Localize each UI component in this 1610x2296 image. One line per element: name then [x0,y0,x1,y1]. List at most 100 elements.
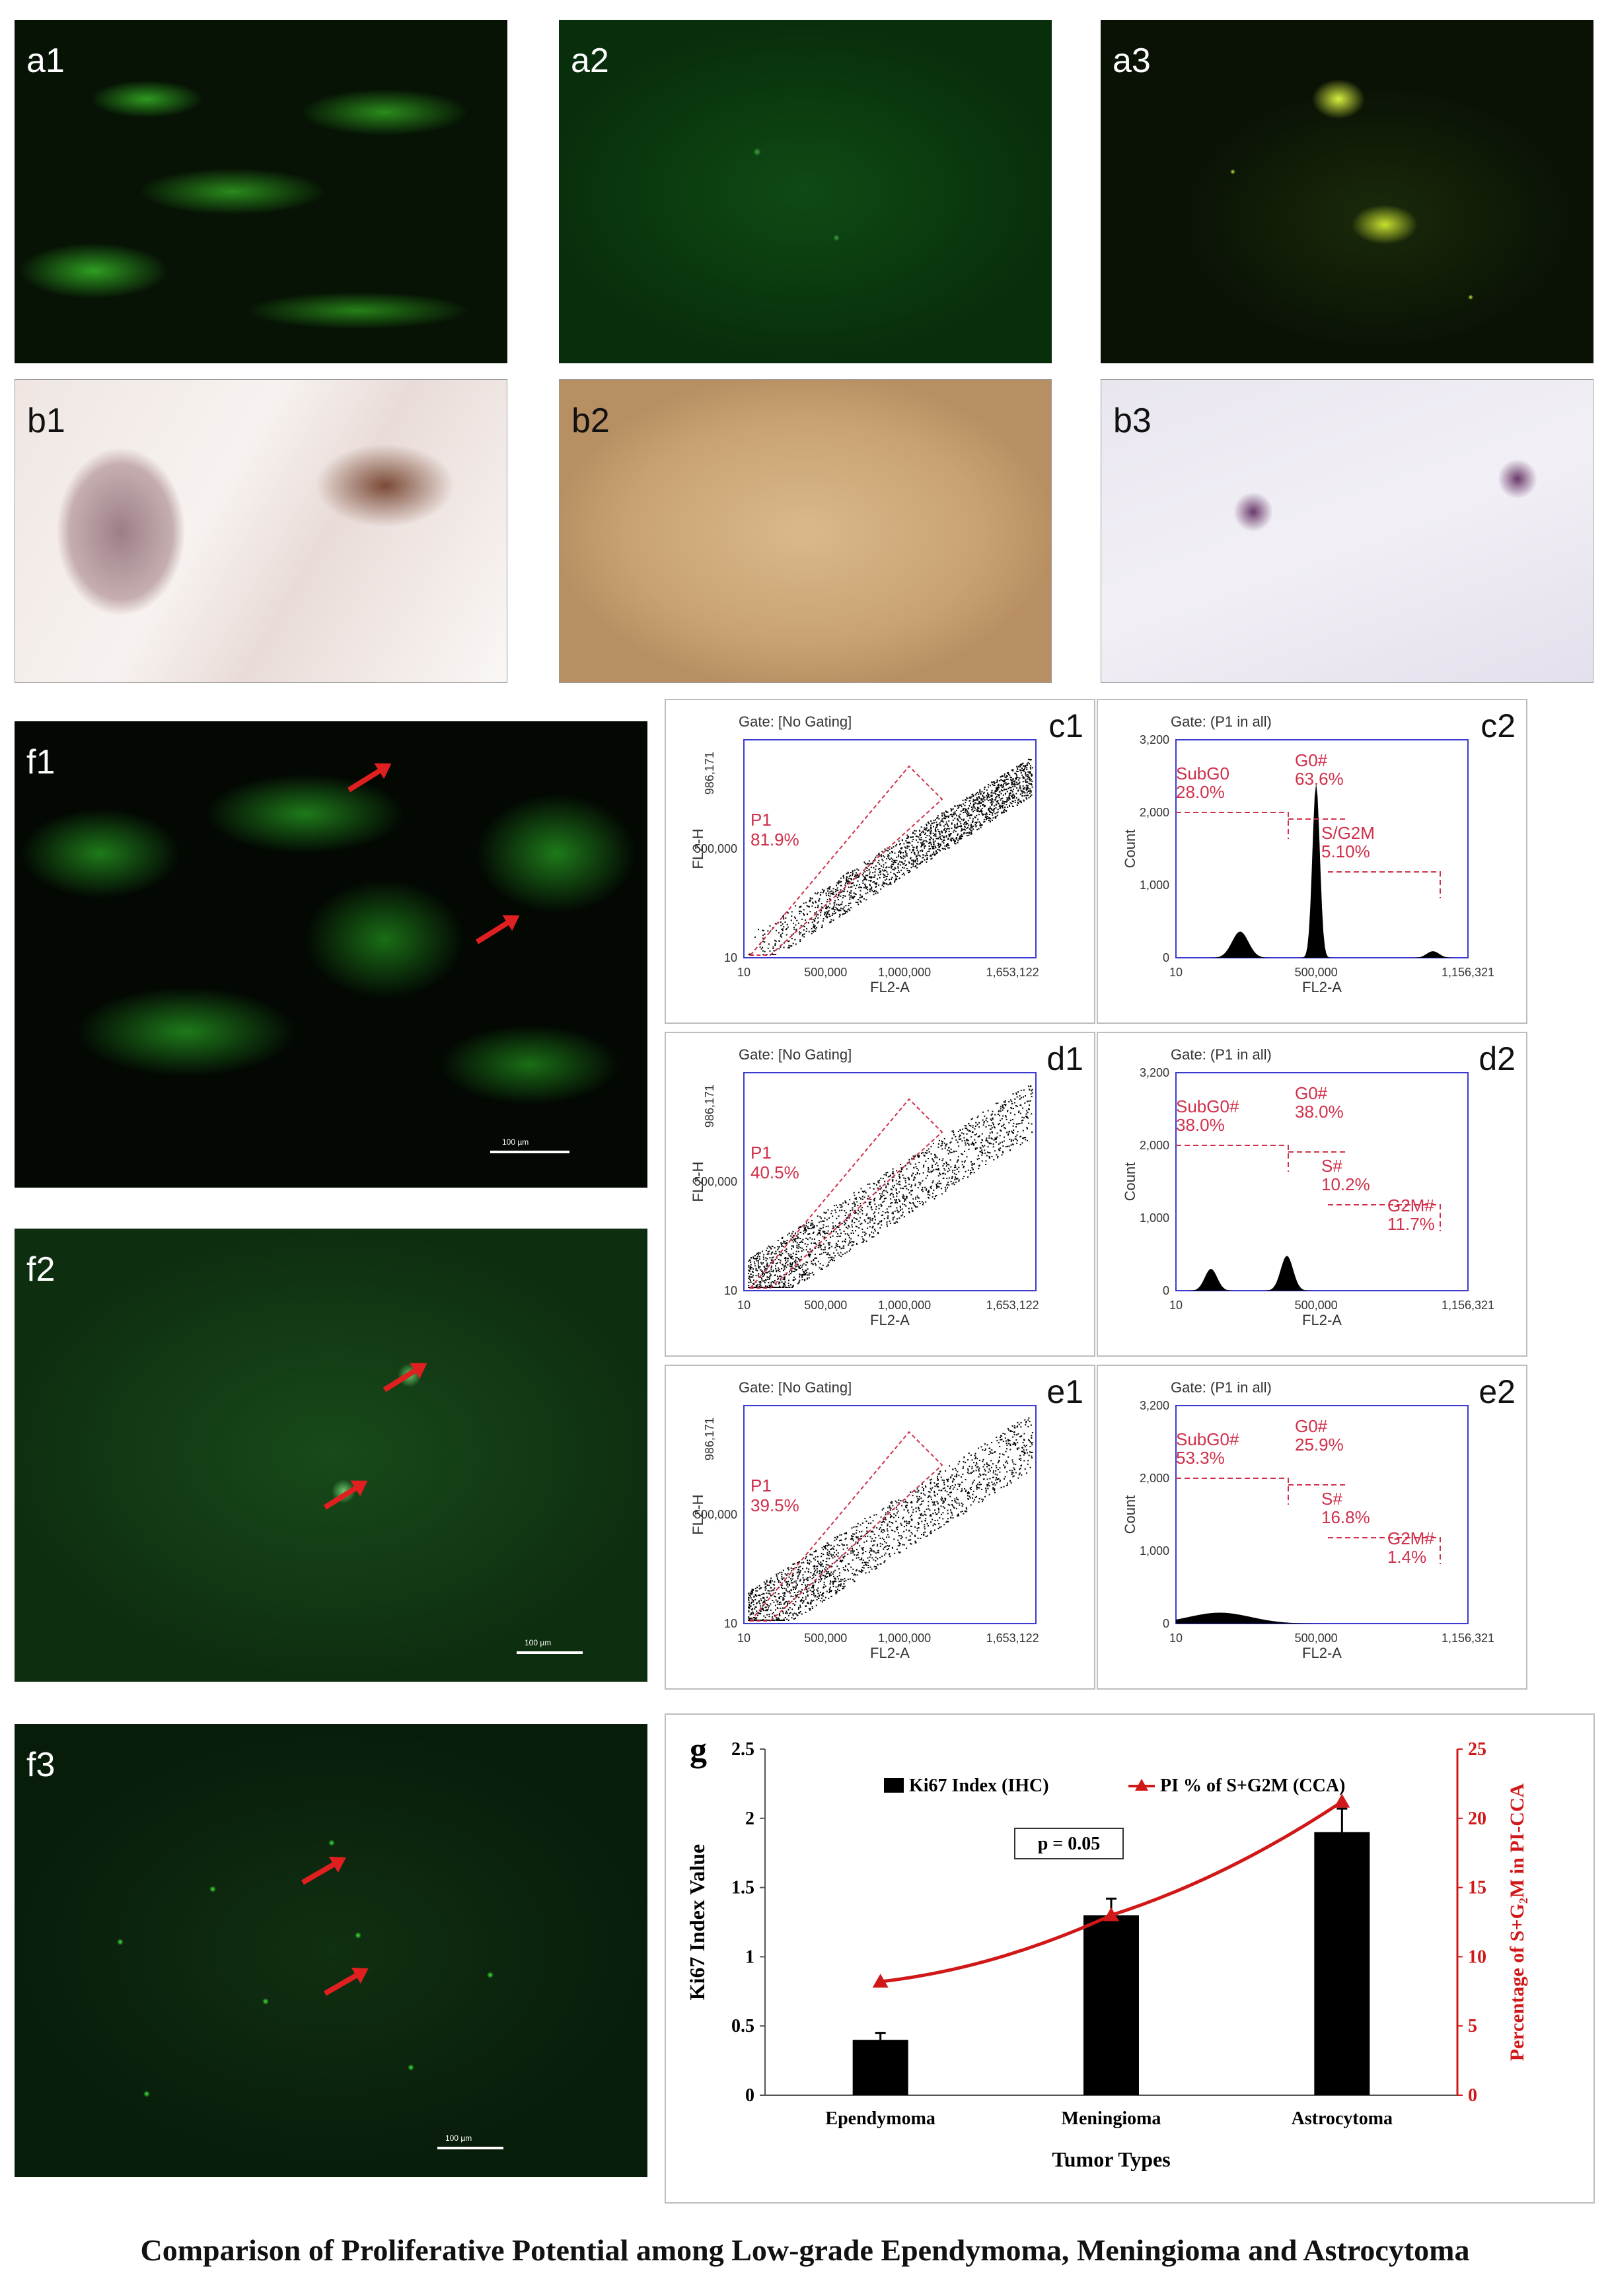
red-arrow-icon [324,1971,361,1996]
panel-label-a2: a2 [571,42,609,80]
x-axis-label: FL2-A [870,1312,910,1328]
error-bar [875,2032,886,2040]
x-tick-label: 1,000,000 [878,1632,931,1645]
gate-polygon [749,1098,943,1289]
x-tick-label: 1,653,122 [986,1299,1039,1312]
gate-percent: 81.9% [750,830,799,849]
red-arrow-icon [347,766,384,793]
histogram-area [1176,783,1468,958]
panel-label-f2: f2 [26,1250,55,1289]
x-tick-label: 1,156,321 [1442,1632,1494,1645]
panel-a1: a1 [15,20,507,363]
legend-line-label: PI % of S+G2M (CCA) [1160,1776,1345,1796]
y-tick-label-left: 0.5 [731,2016,754,2036]
y-tick-label: 3,200 [1140,1399,1169,1412]
panel-label-c2: c2 [1481,707,1516,744]
panel-f1: f1 100 µm [15,721,647,1188]
y-tick-label-left: 1.5 [731,1878,754,1898]
y-tick-label: 10 [724,1617,737,1630]
y-axis-label: Count [1122,1495,1138,1534]
legend-bar-label: Ki67 Index (IHC) [909,1776,1049,1796]
red-arrow-icon [475,918,513,945]
panel-label-a1: a1 [26,42,65,80]
gate-label: Gate: [No Gating] [739,1379,852,1396]
panel-f2: f2 100 µm [15,1229,647,1682]
x-tick-label: 1,653,122 [986,1632,1039,1645]
y-tick-label: 1,000 [1140,1211,1169,1225]
y-tick-label: 2,000 [1140,1139,1169,1152]
gate-percent: 5.10% [1321,842,1370,861]
error-bar [1336,1807,1348,1832]
y-tick-label: 500,000 [694,1508,737,1521]
scale-bar [437,2147,503,2149]
gate-percent: 38.0% [1176,1115,1225,1135]
x-tick-label: 500,000 [1295,1632,1338,1645]
x-axis-label: FL2-A [870,979,910,995]
gate-name: SubG0# [1176,1429,1239,1449]
y-tick-label-left: 2.5 [731,1739,754,1760]
panel-label-b1: b1 [27,402,65,440]
y-tick-label: 2,000 [1140,1472,1169,1485]
gate-name: P1 [750,1476,772,1495]
gate-percent: 10.2% [1321,1174,1370,1194]
gate-label: Gate: (P1 in all) [1171,713,1272,730]
gate-markers [1176,1145,1441,1231]
y-tick-label-right: 20 [1468,1809,1486,1829]
panel-b2: b2 [559,379,1052,683]
x-tick-label: 10 [737,1299,750,1312]
x-axis-label: FL2-A [1302,1645,1342,1661]
gate-name: P1 [750,1143,772,1163]
x-tick-label: 500,000 [804,966,847,979]
y-tick-label-right: 25 [1468,1739,1486,1760]
bar-astrocytoma [1314,1832,1370,2095]
panel-f3: f3 100 µm [15,1724,647,2177]
histogram: Gate: (P1 in all)3,200 2,000 1,000 010 500,0… [1122,713,1494,995]
panel-a3: a3 [1101,20,1593,363]
scale-bar-label: 100 µm [525,1638,552,1647]
red-arrow-icon [323,1484,361,1510]
x-tick-label: Astrocytoma [1292,2108,1393,2129]
y-tick-label-left: 0 [745,2085,754,2106]
panel-g: g 0 0.5 1 1.5 2 2.5 0 5 10 15 20 25 Ki67 Index Value P… [665,1713,1595,2204]
gate-name: P1 [750,810,772,830]
panel-b1: b1 [15,379,507,683]
x-tick-label: Meningioma [1062,2108,1161,2129]
y-tick-label: 500,000 [694,1175,737,1188]
x-tick-label: 500,000 [804,1299,847,1312]
y-tick-label: 3,200 [1140,1066,1169,1079]
panel-label-e2: e2 [1479,1373,1516,1410]
gate-percent: 38.0% [1295,1102,1344,1122]
panel-label-f3: f3 [26,1746,55,1784]
plot-frame [743,1072,1037,1291]
panel-b3: b3 [1101,379,1593,683]
gate-markers [1176,1478,1441,1564]
gate-name: S# [1321,1489,1342,1509]
gate-name: SubG0 [1176,764,1229,783]
scale-bar-label: 100 µm [502,1137,529,1147]
gate-name: S/G2M [1321,823,1375,843]
gate-name: G0# [1295,1416,1328,1436]
y-tick-label: 10 [724,1284,737,1297]
bar-ependymoma [852,2040,908,2095]
plot-frame [743,739,1037,958]
panel-d1: d1 Gate: [No Gating] 986,171 500,000 10 10 500… [665,1032,1095,1357]
event-dots [748,1417,1033,1621]
x-tick-label: 10 [1169,966,1183,979]
gate-percent: 1.4% [1387,1547,1426,1567]
gate-percent: 16.8% [1321,1507,1370,1527]
y-axis-label: Count [1122,1163,1138,1202]
bar-meningioma [1083,1915,1139,2095]
gate-percent: 53.3% [1176,1448,1225,1468]
y-tick-label: 3,200 [1140,733,1169,746]
gate-markers [1176,812,1441,898]
histogram-area [1176,1256,1468,1291]
histogram: Gate: (P1 in all)3,200 2,000 1,000 010 500,0… [1122,1379,1494,1661]
gate-polygon [749,765,943,956]
scale-bar-label: 100 µm [445,2134,472,2143]
figure-caption: Comparison of Proliferative Potential am… [140,2233,1470,2267]
y-axis-label: Count [1122,830,1138,869]
y-axis-label: FL2-H [690,1161,706,1202]
y-tick-label: 986,171 [703,1417,716,1460]
